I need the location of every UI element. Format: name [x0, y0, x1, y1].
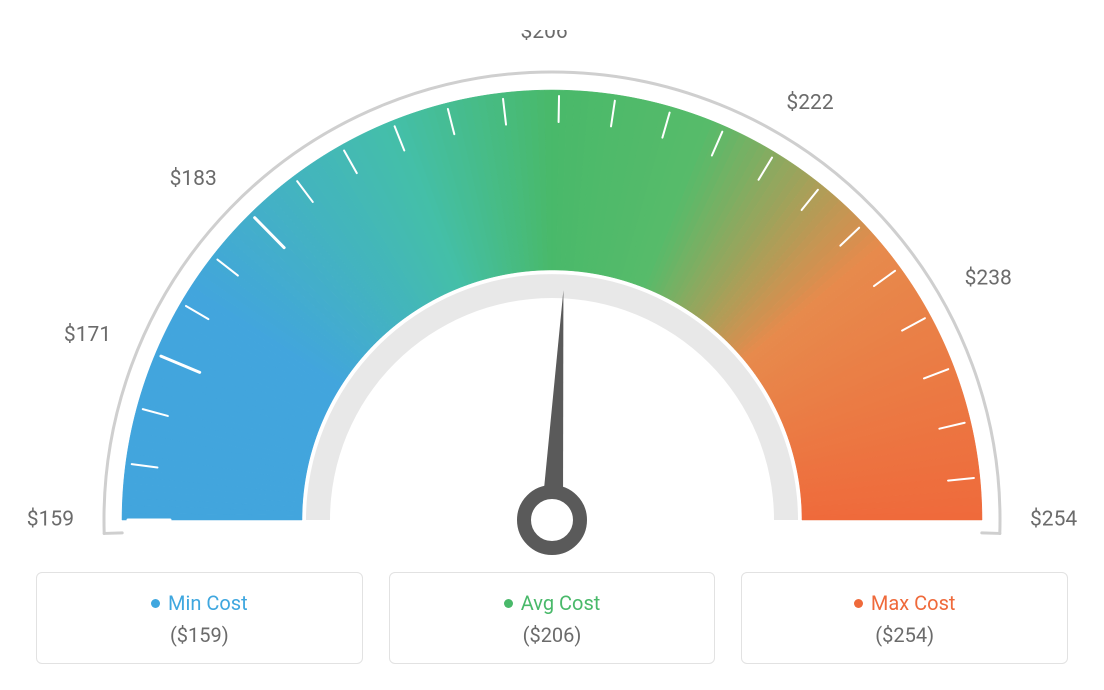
min-cost-label: Min Cost	[168, 591, 248, 615]
gauge-tick-label: $183	[170, 167, 217, 191]
max-cost-dot-icon	[854, 599, 863, 608]
min-cost-title: Min Cost	[151, 591, 248, 615]
avg-cost-card: Avg Cost ($206)	[389, 572, 716, 664]
gauge-tick-label: $206	[520, 30, 567, 44]
avg-cost-label: Avg Cost	[521, 591, 601, 615]
min-cost-dot-icon	[151, 599, 160, 608]
gauge-container: $159 $171 $183 $206 $222 $238 $254	[0, 0, 1104, 560]
avg-cost-value: ($206)	[390, 623, 715, 647]
avg-cost-dot-icon	[504, 599, 513, 608]
gauge-tick-label: $254	[1030, 508, 1077, 532]
avg-cost-title: Avg Cost	[504, 591, 601, 615]
gauge-tick-label: $238	[965, 266, 1012, 290]
max-cost-label: Max Cost	[871, 591, 956, 615]
max-cost-value: ($254)	[742, 623, 1067, 647]
max-cost-card: Max Cost ($254)	[741, 572, 1068, 664]
gauge-hub	[524, 492, 580, 548]
cost-cards-row: Min Cost ($159) Avg Cost ($206) Max Cost…	[36, 572, 1068, 664]
min-cost-card: Min Cost ($159)	[36, 572, 363, 664]
min-cost-value: ($159)	[37, 623, 362, 647]
gauge-svg: $159 $171 $183 $206 $222 $238 $254	[22, 30, 1082, 570]
gauge-tick-label: $159	[27, 508, 74, 532]
gauge-tick-label: $171	[64, 323, 111, 347]
max-cost-title: Max Cost	[854, 591, 956, 615]
gauge-tick-label: $222	[786, 91, 833, 115]
